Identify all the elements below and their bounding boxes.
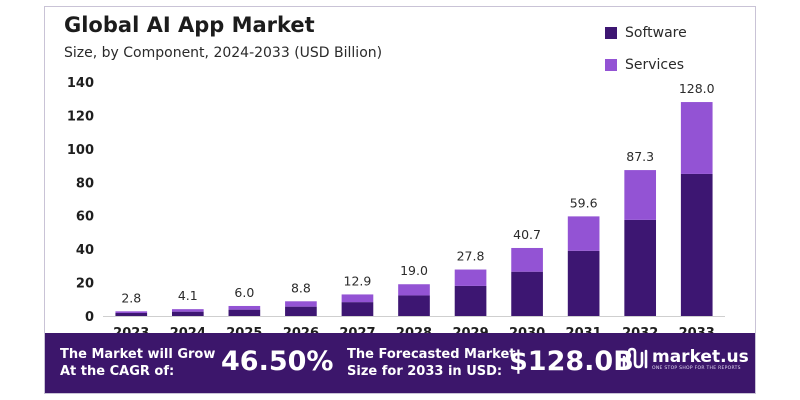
- bar-software: [285, 306, 317, 316]
- y-tick-label: 120: [67, 109, 94, 124]
- data-label: 19.0: [400, 263, 428, 278]
- legend-item-software: Software: [605, 17, 687, 49]
- bar-services: [285, 301, 317, 307]
- data-label: 8.8: [291, 280, 311, 295]
- chart-title: Global AI App Market: [64, 13, 315, 37]
- y-tick-label: 80: [76, 176, 94, 191]
- brand-logo-icon: [622, 347, 648, 369]
- cagr-value: 46.50%: [221, 346, 334, 377]
- data-label: 59.6: [570, 195, 598, 210]
- bar-software: [171, 311, 204, 316]
- footer-banner: The Market will Grow At the CAGR of: 46.…: [45, 333, 755, 393]
- bar-services: [398, 284, 430, 296]
- y-tick-label: 100: [67, 143, 94, 158]
- data-label: 2.8: [121, 290, 141, 305]
- bar-services: [511, 247, 543, 272]
- chart-card: Global AI App Market Size, by Component,…: [44, 6, 756, 394]
- forecast-caption-line2: Size for 2033 in USD:: [347, 364, 503, 379]
- data-label: 40.7: [513, 227, 541, 242]
- bar-software: [398, 295, 430, 316]
- chart-legend: Software Services: [605, 17, 687, 81]
- y-tick-label: 0: [85, 310, 94, 325]
- brand-logo: market.us ONE STOP SHOP FOR THE REPORTS: [622, 347, 749, 371]
- brand-name: market.us: [652, 346, 749, 367]
- cagr-caption-line2: At the CAGR of:: [60, 364, 175, 379]
- y-tick-label: 60: [76, 210, 94, 225]
- cagr-caption-line1: The Market will Grow: [60, 347, 216, 362]
- forecast-caption: The Forecasted Market Size for 2033 in U…: [347, 346, 516, 380]
- legend-item-services: Services: [605, 49, 687, 81]
- bar-services: [567, 216, 600, 251]
- bar-services: [454, 269, 487, 286]
- bar-software: [511, 271, 543, 316]
- y-tick-label: 140: [67, 76, 94, 91]
- forecast-value: $128.0B: [509, 346, 634, 377]
- y-tick-label: 20: [76, 277, 94, 292]
- data-label: 128.0: [679, 81, 715, 96]
- bar-services: [115, 311, 148, 313]
- bar-software: [228, 309, 261, 316]
- cagr-caption: The Market will Grow At the CAGR of:: [60, 346, 215, 380]
- bar-services: [228, 305, 261, 310]
- y-tick-label: 40: [76, 243, 94, 258]
- bar-services: [171, 309, 204, 312]
- bar-software: [680, 173, 713, 316]
- legend-swatch-software: [605, 27, 617, 39]
- forecast-caption-line1: The Forecasted Market: [347, 347, 516, 362]
- bar-services: [680, 102, 713, 174]
- chart-subtitle: Size, by Component, 2024-2033 (USD Billi…: [64, 45, 383, 61]
- data-label: 4.1: [178, 288, 198, 303]
- bar-software: [567, 250, 600, 316]
- data-label: 6.0: [234, 285, 254, 300]
- bar-software: [115, 312, 148, 316]
- data-label: 12.9: [344, 273, 372, 288]
- legend-label-services: Services: [625, 57, 685, 73]
- legend-label-software: Software: [625, 25, 687, 41]
- bar-services: [341, 294, 374, 303]
- bar-services: [624, 170, 657, 220]
- brand-tagline: ONE STOP SHOP FOR THE REPORTS: [652, 365, 741, 371]
- legend-swatch-services: [605, 59, 617, 71]
- data-label: 27.8: [457, 249, 485, 264]
- bar-software: [454, 285, 487, 316]
- chart-plot: 0204060801001201402.820234.120246.020258…: [67, 76, 725, 341]
- data-label: 87.3: [626, 149, 654, 164]
- bar-software: [624, 219, 657, 316]
- bar-software: [341, 302, 374, 316]
